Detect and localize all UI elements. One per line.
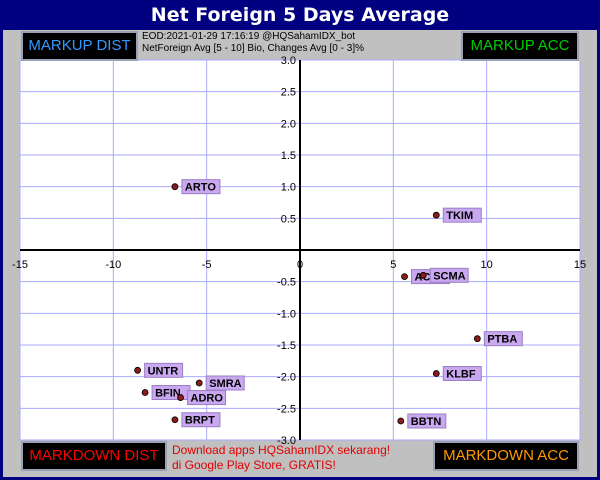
quadrant-markup-dist-label: MARKUP DIST — [21, 31, 138, 61]
point-label: KLBF — [446, 369, 476, 381]
point-marker — [401, 273, 408, 281]
y-tick-label: -1.0 — [277, 308, 296, 320]
info-line-2: NetForeign Avg [5 - 10] Bio, Changes Avg… — [142, 43, 364, 54]
y-tick-label: -1.5 — [277, 340, 296, 352]
point-label: BFIN — [155, 388, 181, 400]
x-tick-label: 5 — [390, 259, 396, 271]
point-label: TKIM — [446, 210, 473, 222]
promo-text: Download apps HQSahamIDX sekarang! di Go… — [172, 443, 432, 473]
info-line-1: EOD:2021-01-29 17:16:19 @HQSahamIDX_bot — [142, 31, 356, 42]
point-marker — [432, 211, 440, 219]
data-point-smra: SMRA — [195, 375, 245, 391]
point-label: PTBA — [487, 334, 517, 346]
y-tick-label: 2.0 — [281, 118, 296, 130]
point-label-box — [181, 179, 221, 195]
point-marker — [141, 389, 149, 396]
y-tick-label: 1.5 — [281, 150, 296, 162]
point-marker — [177, 394, 184, 401]
tick-labels: -15 -10 -5 0 5 10 15 3.0 2.5 2.0 1.5 1.0 0.5 -0.5 -1.0… — [12, 55, 586, 447]
quadrant-markdown-dist-label: MARKDOWN DIST — [21, 441, 167, 471]
quadrant-markup-acc-label: MARKUP ACC — [461, 31, 579, 61]
info-text: EOD:2021-01-29 17:16:19 @HQSahamIDX_bot … — [142, 31, 452, 55]
data-point-scma: SCMA — [419, 267, 469, 283]
point-marker — [432, 370, 440, 377]
y-tick-label: 2.5 — [281, 87, 296, 99]
point-label: SCMA — [433, 270, 465, 282]
data-point-tkim: TKIM — [432, 207, 482, 223]
x-tick-label: 15 — [574, 259, 586, 271]
point-marker — [171, 416, 179, 424]
point-label-box — [429, 267, 469, 283]
point-label-box — [442, 366, 482, 381]
point-label-box — [483, 331, 523, 347]
quadrant-markdown-acc-label: MARKDOWN ACC — [433, 441, 579, 471]
point-marker — [171, 183, 179, 191]
point-label-box — [442, 207, 482, 223]
point-marker — [397, 417, 405, 425]
y-tick-label: 0.5 — [281, 213, 296, 225]
quadrant-markup-acc-text: MARKUP ACC — [470, 37, 570, 54]
point-label-box — [205, 375, 245, 391]
x-tick-label: -15 — [12, 259, 28, 271]
y-tick-label: 1.0 — [281, 182, 296, 194]
y-tick-label: -0.5 — [277, 277, 296, 289]
data-point-adro: ADRO — [177, 390, 227, 406]
point-label-box — [407, 413, 447, 429]
quadrant-markup-dist-text: MARKUP DIST — [28, 37, 131, 54]
point-label: SMRA — [209, 378, 241, 390]
point-label-box — [144, 362, 184, 378]
y-tick-label: -2.5 — [277, 403, 296, 415]
data-point-bbtn: BBTN — [397, 413, 447, 429]
point-marker — [195, 379, 203, 387]
point-marker — [134, 366, 142, 374]
x-tick-label: -10 — [105, 259, 121, 271]
data-point-brpt: BRPT — [171, 412, 221, 428]
point-label: ADRO — [191, 393, 224, 405]
promo-line-2: di Google Play Store, GRATIS! — [172, 458, 336, 472]
y-tick-label: -3.0 — [277, 435, 296, 447]
point-marker — [473, 335, 481, 343]
point-label: UNTR — [148, 365, 179, 377]
data-point-ptba: PTBA — [473, 331, 523, 347]
axes — [20, 60, 580, 440]
y-tick-label: 3.0 — [281, 55, 296, 67]
point-label-box — [181, 412, 221, 428]
data-point-arto: ARTO — [171, 179, 221, 195]
quadrant-markdown-acc-text: MARKDOWN ACC — [443, 447, 569, 464]
data-point-untr: UNTR — [134, 362, 184, 378]
x-tick-label: 0 — [297, 259, 303, 271]
point-label: BBTN — [411, 416, 442, 428]
y-tick-label: -2.0 — [277, 372, 296, 384]
point-label: ARTO — [185, 182, 216, 194]
quadrant-markdown-dist-text: MARKDOWN DIST — [29, 447, 159, 464]
point-label: BRPT — [185, 415, 215, 427]
point-marker — [419, 271, 427, 279]
data-point-klbf: KLBF — [432, 366, 482, 381]
x-tick-label: 10 — [481, 259, 493, 271]
point-label-box — [187, 390, 227, 406]
chart-title: Net Foreign 5 Days Average — [150, 4, 450, 26]
x-tick-label: -5 — [202, 259, 212, 271]
promo-line-1: Download apps HQSahamIDX sekarang! — [172, 443, 391, 457]
data-points: ARTOTKIMACESSCMAPTBAKLBFBBTNUNTRSMRABFIN… — [134, 179, 523, 429]
